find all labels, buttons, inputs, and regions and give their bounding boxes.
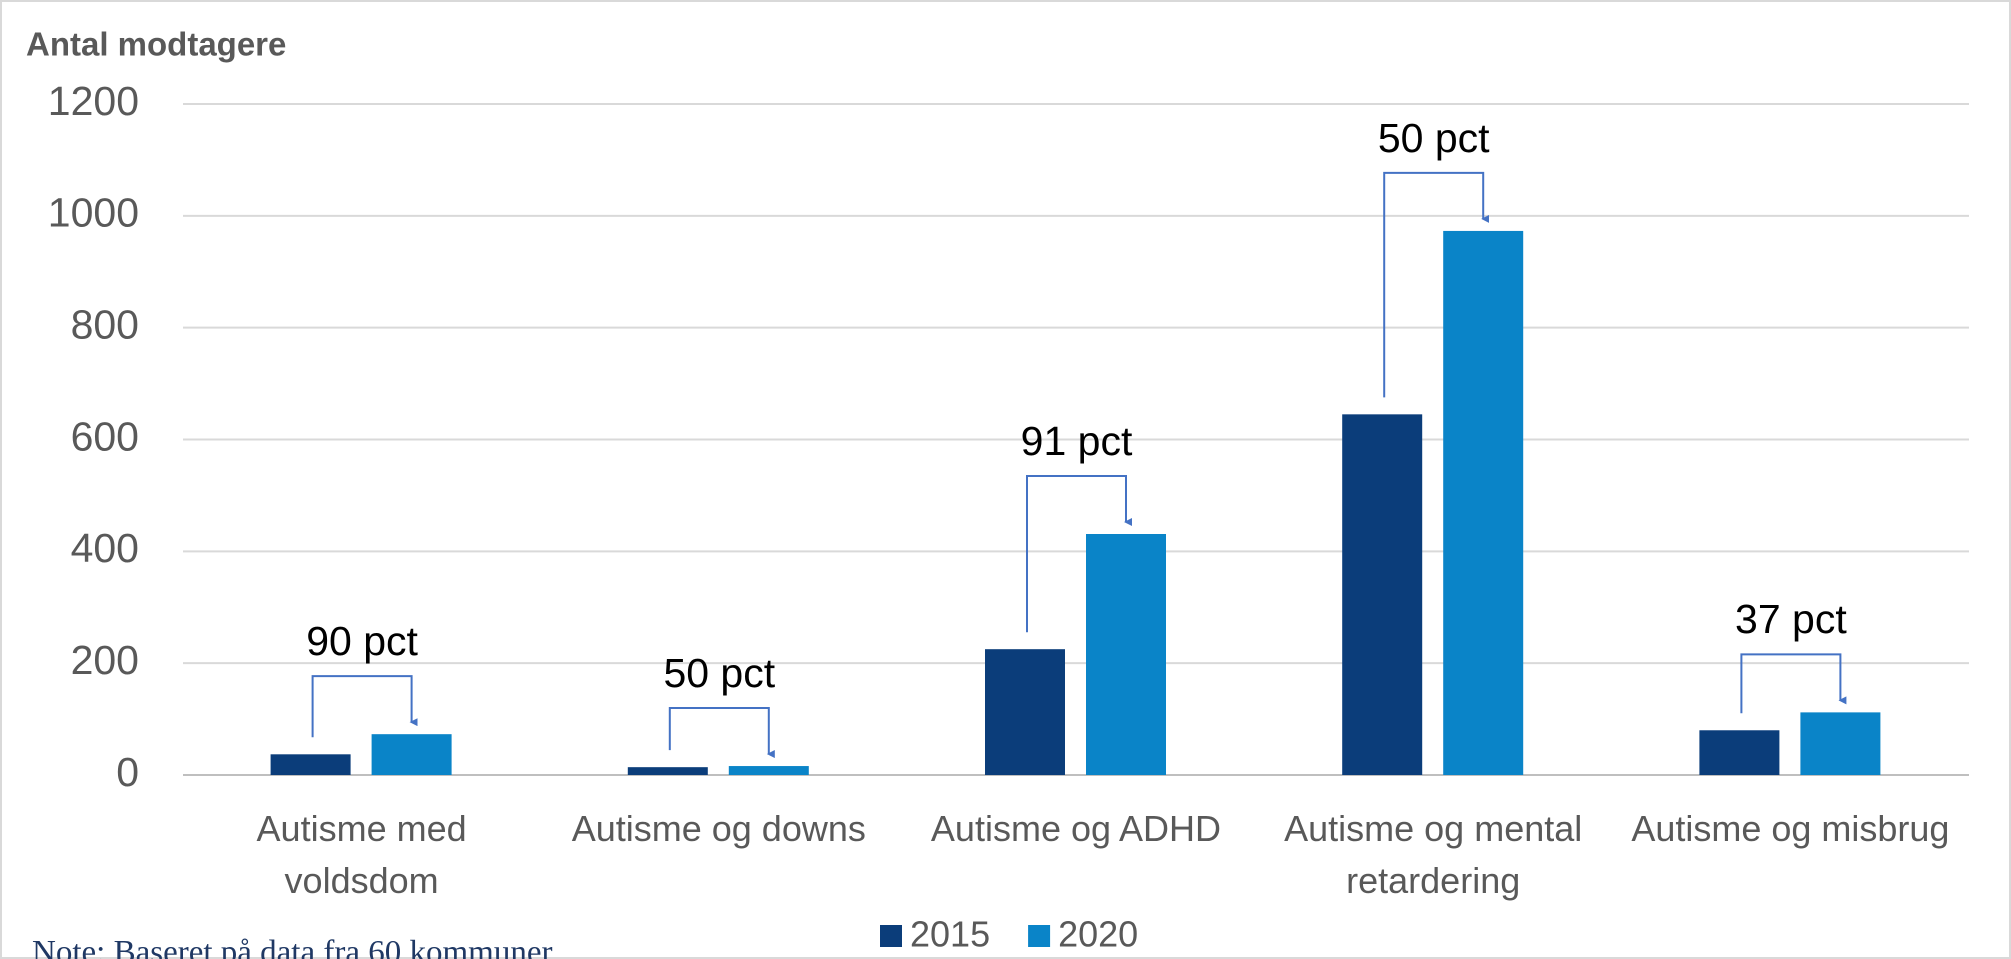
x-tick-label: Autisme og ADHD [930,808,1222,849]
annotation: 91 pct [1021,418,1133,464]
bar [1699,730,1780,775]
bar [728,766,809,775]
bar [1342,414,1423,775]
y-tick-label: 1000 [48,190,139,236]
y-tick-label: 0 [116,749,139,795]
bar [1086,533,1166,775]
y-tick-label: 800 [71,301,139,347]
note: Note: Baseret på data fra 60 kommuner [32,935,552,959]
annotation-bracket [668,707,775,759]
x-tick-label: Autisme og downs [571,808,866,849]
x-tick-label: Autisme med voldsdom [256,808,467,901]
y-tick-label: 600 [71,413,139,459]
legend-label: 2020 [1058,914,1138,955]
y-tick-label: 1200 [48,78,139,124]
annotation: 50 pct [663,650,775,696]
annotation-bracket [1026,474,1132,633]
legend-swatch [880,925,902,947]
y-tick-label: 400 [71,525,139,571]
legend-swatch [1028,925,1051,947]
annotation: 90 pct [306,618,418,664]
bar [270,754,351,775]
legend-label: 2015 [910,914,990,955]
annotation-bracket [1740,653,1847,714]
bar [1443,230,1524,775]
bar [627,767,708,775]
annotation-bracket [311,675,418,738]
y-tick-label: 200 [71,637,139,683]
bar [371,734,452,775]
x-tick-label: Autisme og misbrug [1631,808,1950,849]
bar [985,649,1065,775]
annotation: 37 pct [1735,596,1847,642]
bar [1800,712,1881,775]
x-tick-label: Autisme og mental retardering [1284,808,1583,901]
annotation-bracket [1383,171,1490,398]
annotation: 50 pct [1378,115,1490,161]
y-axis-title: Antal modtagere [26,26,286,63]
